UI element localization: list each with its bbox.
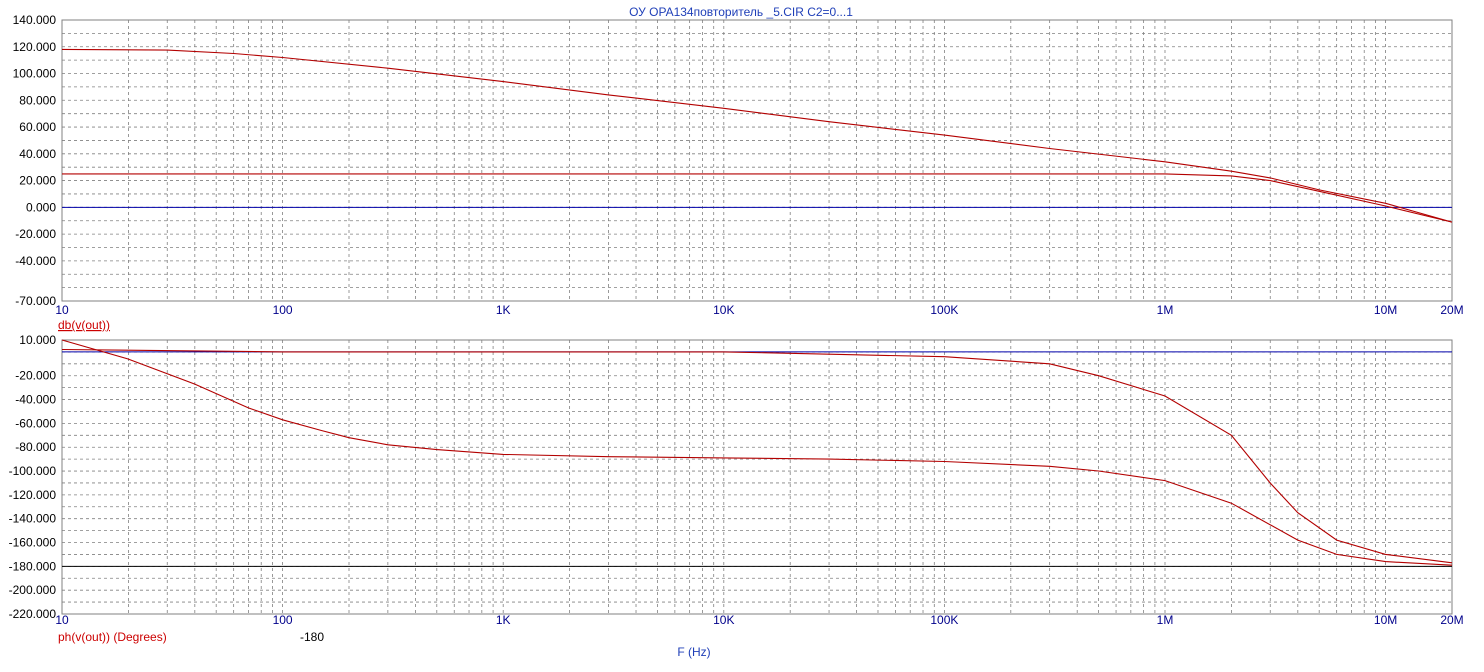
y-tick-label: -60.000 bbox=[15, 416, 56, 430]
y-tick-label: -80.000 bbox=[15, 440, 56, 454]
x-tick-label: 20M bbox=[1440, 613, 1463, 627]
x-tick-label: 10M bbox=[1374, 303, 1397, 317]
y-tick-label: -40.000 bbox=[15, 393, 56, 407]
series-line bbox=[62, 173, 1453, 223]
x-tick-label: 10 bbox=[55, 613, 69, 627]
x-tick-label: 20M bbox=[1440, 303, 1463, 317]
y-tick-label: 10.000 bbox=[19, 333, 56, 347]
series-line bbox=[61, 339, 1453, 566]
y-tick-label: -160.000 bbox=[9, 536, 57, 550]
y-axis-label: db(v(out)) bbox=[58, 318, 110, 332]
x-tick-label: 100 bbox=[273, 303, 293, 317]
reference-value-label: -180 bbox=[300, 630, 324, 644]
x-tick-label: 100K bbox=[930, 303, 958, 317]
x-tick-label: 100 bbox=[273, 613, 293, 627]
phase-panel: 10.000 -20.000 -40.000 -60.000 -80.000 -100.0… bbox=[9, 333, 1464, 644]
y-tick-label: -70.000 bbox=[15, 294, 56, 308]
y-tick-label: -140.000 bbox=[9, 512, 57, 526]
plot-frame bbox=[61, 339, 1453, 615]
y-tick-label: -200.000 bbox=[9, 583, 57, 597]
y-axis-label: ph(v(out)) (Degrees) bbox=[58, 630, 167, 644]
y-tick-label: -20.000 bbox=[15, 227, 56, 241]
x-tick-label: 1K bbox=[496, 613, 511, 627]
x-tick-label: 10M bbox=[1374, 613, 1397, 627]
y-tick-label: -100.000 bbox=[9, 464, 57, 478]
x-tick-label: 10 bbox=[55, 303, 69, 317]
x-tick-label: 1M bbox=[1157, 613, 1174, 627]
y-tick-label: 80.000 bbox=[19, 93, 56, 107]
y-tick-label: 140.000 bbox=[13, 13, 57, 27]
y-tick-label: 0.000 bbox=[26, 200, 56, 214]
x-axis-label: F (Hz) bbox=[677, 645, 710, 659]
chart-title: ОУ OPA134повторитель _5.CIR C2=0...1 bbox=[629, 5, 853, 19]
x-tick-label: 10K bbox=[713, 613, 734, 627]
x-tick-label: 1M bbox=[1157, 303, 1174, 317]
y-tick-label: 60.000 bbox=[19, 120, 56, 134]
y-tick-label: 20.000 bbox=[19, 174, 56, 188]
y-tick-label: 40.000 bbox=[19, 147, 56, 161]
x-tick-label: 1K bbox=[496, 303, 511, 317]
y-tick-label: -40.000 bbox=[15, 254, 56, 268]
series-line bbox=[61, 48, 1453, 223]
magnitude-panel: 140.000120.000100.00080.00060.00040.0002… bbox=[13, 13, 1464, 332]
y-tick-label: 120.000 bbox=[13, 40, 57, 54]
series-line bbox=[61, 348, 1453, 564]
plot-frame bbox=[61, 19, 1453, 302]
y-tick-label: -120.000 bbox=[9, 488, 57, 502]
y-tick-label: 100.000 bbox=[13, 67, 57, 81]
y-tick-label: -180.000 bbox=[9, 559, 57, 573]
y-tick-label: -220.000 bbox=[9, 607, 57, 621]
x-tick-label: 10K bbox=[713, 303, 734, 317]
y-tick-label: -20.000 bbox=[15, 369, 56, 383]
x-tick-label: 100K bbox=[930, 613, 958, 627]
